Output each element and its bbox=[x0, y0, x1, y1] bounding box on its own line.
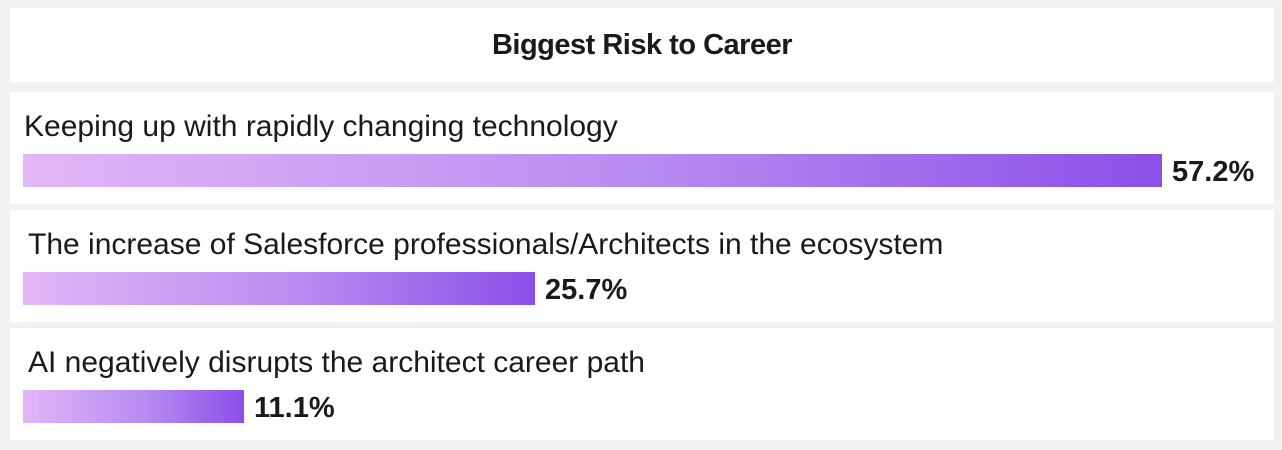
bar bbox=[23, 390, 244, 423]
bar-row: AI negatively disrupts the architect car… bbox=[10, 328, 1274, 440]
bar-row: Keeping up with rapidly changing technol… bbox=[10, 92, 1274, 204]
bar-category-label: The increase of Salesforce professionals… bbox=[28, 228, 944, 261]
chart-title: Biggest Risk to Career bbox=[491, 28, 793, 61]
chart-title-card: Biggest Risk to Career bbox=[10, 8, 1274, 82]
bar-row: The increase of Salesforce professionals… bbox=[10, 210, 1274, 322]
bar-value-label: 11.1% bbox=[254, 392, 335, 424]
bar-value-label: 25.7% bbox=[545, 274, 628, 306]
bar bbox=[23, 272, 535, 305]
bar-value-label: 57.2% bbox=[1172, 156, 1255, 188]
bar-category-label: Keeping up with rapidly changing technol… bbox=[24, 110, 618, 143]
bar bbox=[23, 154, 1162, 187]
bar-category-label: AI negatively disrupts the architect car… bbox=[28, 346, 645, 379]
